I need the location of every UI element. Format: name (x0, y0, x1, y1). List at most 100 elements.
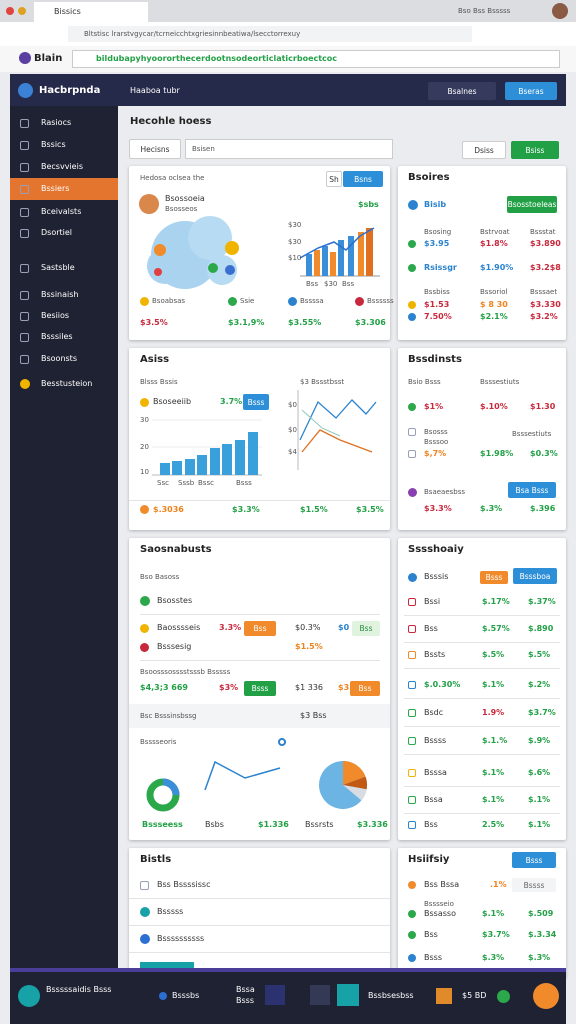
nav-item[interactable]: Bsssiles (41, 332, 73, 341)
filter[interactable]: Hecisns (129, 139, 181, 159)
play[interactable] (337, 984, 359, 1006)
tag[interactable]: Bss (350, 681, 380, 696)
nav-item[interactable]: Bssiers (41, 184, 70, 193)
value: $1.30 (530, 402, 556, 411)
toggle[interactable]: Sh (326, 171, 342, 187)
nav-item[interactable]: Becsvvieis (41, 162, 83, 171)
label: Bss (424, 930, 438, 939)
value: $,7% (424, 449, 447, 458)
item: Bsssesig (157, 642, 192, 651)
label: Bssi (424, 597, 441, 606)
primary-button[interactable]: Bsiss (511, 141, 559, 159)
icon (20, 312, 29, 321)
label: Bsssoo (424, 438, 449, 446)
nav-item[interactable]: Bsoonsts (41, 354, 77, 363)
row[interactable]: Bsssss (157, 907, 184, 916)
map-blob (147, 216, 239, 289)
value: $3% (219, 683, 239, 692)
divider (140, 614, 380, 615)
value: $3.95 (424, 239, 450, 248)
divider (404, 813, 560, 814)
footer-item: Bsssbs (172, 991, 200, 1000)
value: 3.3% (219, 623, 242, 632)
icon (408, 264, 416, 272)
tag[interactable]: Bss (352, 621, 380, 636)
icon (552, 3, 568, 19)
action-button[interactable]: Bseras (505, 82, 557, 100)
search-field[interactable] (185, 139, 393, 159)
stat-label: Ssie (240, 297, 255, 305)
icon (140, 297, 149, 306)
icon (408, 240, 416, 248)
shape (154, 244, 166, 256)
axis-label: Bss (306, 280, 319, 288)
axis-label: $0 (288, 426, 297, 434)
total: $3.5% (356, 505, 384, 514)
value: $1.5% (295, 642, 323, 651)
nav-item[interactable]: Besiios (41, 311, 70, 320)
row[interactable]: Bss Bssssissc (157, 880, 211, 889)
card (129, 348, 390, 530)
icon (20, 185, 29, 194)
icon (228, 297, 237, 306)
value: $3.2$8 (530, 263, 561, 272)
divider (404, 615, 560, 616)
icon (20, 208, 29, 217)
column: Bsssestiuts (480, 378, 520, 386)
shape (185, 459, 195, 475)
subtitle: Bso Basoss (140, 573, 180, 581)
play[interactable] (310, 985, 330, 1005)
divider (129, 898, 390, 899)
search: Bsisen (192, 145, 215, 153)
axis-label: Bsss (236, 479, 252, 487)
value: $.9% (528, 736, 551, 745)
value: $2.1% (480, 312, 508, 321)
value: $.5% (482, 650, 505, 659)
toggle[interactable]: Bsns (343, 171, 383, 187)
nav-item[interactable]: Bssinaish (41, 290, 79, 299)
icon (20, 229, 29, 238)
value: $1.53 (424, 300, 450, 309)
button[interactable]: Bss (244, 621, 276, 636)
select-row[interactable] (129, 704, 390, 728)
shape (366, 228, 373, 276)
card-title: Bistls (140, 854, 172, 865)
total: $3.3% (232, 505, 260, 514)
menu-button[interactable]: Bsalnes (428, 82, 496, 100)
value: $3.2% (530, 312, 558, 321)
label: Bssts (424, 650, 446, 659)
secondary-button[interactable]: Dsiss (462, 141, 506, 159)
button[interactable]: Bsss (243, 394, 269, 410)
shape (154, 268, 162, 276)
value: $.57% (482, 624, 510, 633)
value: $ 8 30 (480, 300, 508, 309)
button[interactable]: Bsss (512, 852, 556, 868)
button[interactable]: Bsa Bsss (508, 482, 556, 498)
mini-chart (299, 227, 380, 277)
tag[interactable]: Bsss (480, 571, 508, 584)
icon (20, 264, 29, 273)
value: $1.98% (480, 449, 514, 458)
icon (408, 769, 416, 777)
icon (18, 83, 33, 98)
tab (34, 2, 148, 22)
axis-label: $30 (324, 280, 338, 288)
footer-item: Bssbsesbss (368, 991, 414, 1000)
caption: Bsosing (424, 228, 452, 236)
input[interactable]: Bssss (512, 878, 556, 892)
nav-item[interactable]: Sastsble (41, 263, 75, 272)
nav-item[interactable]: Dsortiel (41, 228, 73, 237)
label: Bsssseoris (140, 738, 177, 746)
value: $.1% (528, 820, 551, 829)
button[interactable]: Bsss (244, 681, 276, 696)
row[interactable]: Bssssssssss (157, 934, 205, 943)
nav-item[interactable]: Besstusteion (41, 379, 93, 388)
card-title: Asiss (140, 354, 170, 365)
nav-item[interactable]: Bceivalsts (41, 207, 82, 216)
stat-label: Bssssa (300, 297, 324, 305)
button[interactable]: Bsosstoeleas (507, 196, 557, 213)
nav-item[interactable]: Rasiocs (41, 118, 72, 127)
nav-item[interactable]: Bssics (41, 140, 66, 149)
icon (6, 7, 14, 15)
button[interactable]: Bsssboa (513, 568, 557, 584)
